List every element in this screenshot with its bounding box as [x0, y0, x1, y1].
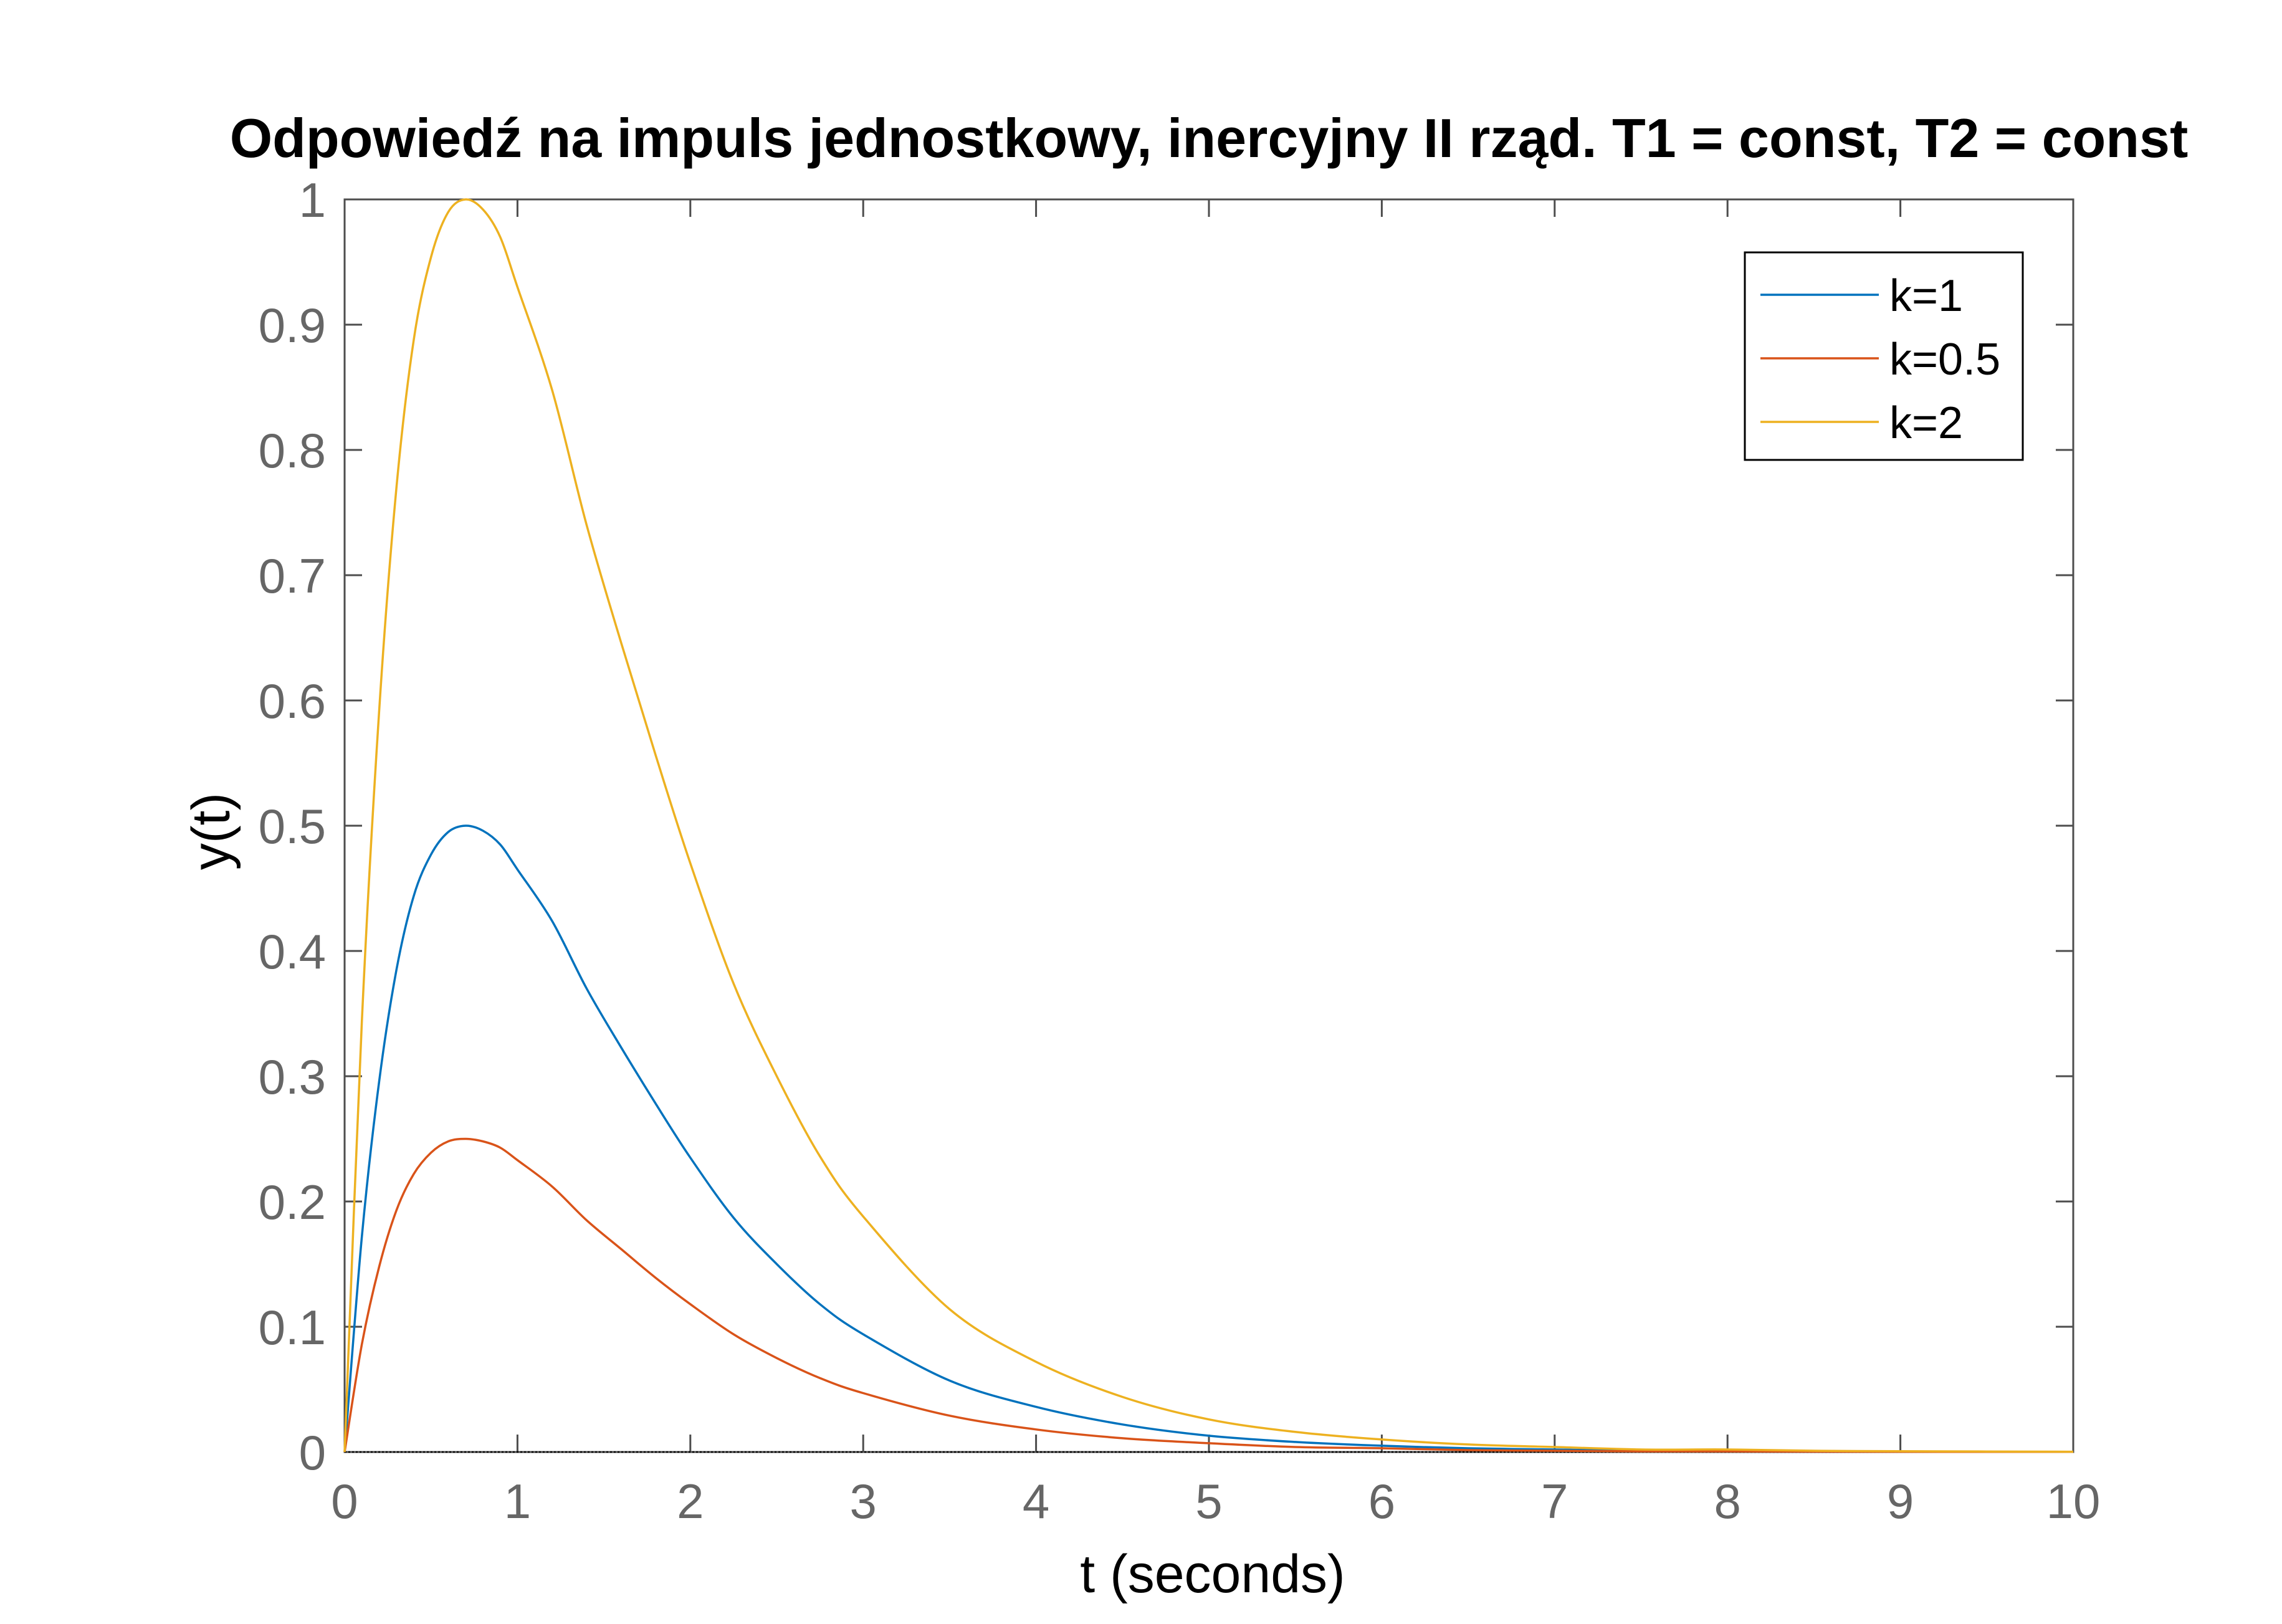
plot-area: 0 1 2 3 4 5 6 7 8 9 10 0 0.1 0.2 0.3 0.4 0.5 0.6 0.7 0.8 0.9… — [259, 173, 2101, 1529]
y-tick-label: 0 — [299, 1425, 326, 1480]
x-tick-label: 6 — [1368, 1474, 1395, 1529]
y-tick-label: 1 — [299, 173, 326, 227]
legend-label: k=0.5 — [1889, 335, 2000, 385]
y-tick-label: 0.2 — [259, 1175, 326, 1230]
legend: k=1 k=0.5 k=2 — [1744, 251, 2024, 461]
y-tick-label: 0.6 — [259, 674, 326, 728]
x-tick-label: 9 — [1887, 1474, 1914, 1529]
y-tick-label: 0.9 — [259, 298, 326, 353]
x-tick-label: 1 — [504, 1474, 531, 1529]
legend-label: k=1 — [1889, 271, 1963, 321]
x-tick-label: 0 — [331, 1474, 358, 1529]
legend-box — [1744, 251, 2024, 461]
x-tick-label: 4 — [1023, 1474, 1049, 1529]
y-tick-label: 0.5 — [259, 799, 326, 854]
x-tick-label: 3 — [850, 1474, 877, 1529]
y-tick-label: 0.7 — [259, 548, 326, 603]
y-tick-label: 0.3 — [259, 1049, 326, 1104]
y-axis-label: y(t) — [181, 793, 241, 870]
x-tick-label: 2 — [677, 1474, 704, 1529]
x-tick-label: 10 — [2046, 1474, 2101, 1529]
series-line-k-2 — [343, 198, 2074, 1453]
x-tick-label: 5 — [1195, 1474, 1222, 1529]
chart-title: Odpowiedź na impuls jednostkowy, inercyj… — [230, 107, 2189, 169]
series-line-k-0-5 — [343, 1137, 2073, 1453]
y-tick-label: 0.8 — [259, 423, 326, 478]
y-tick-label: 0.1 — [259, 1300, 326, 1355]
legend-label: k=2 — [1889, 398, 1963, 448]
y-tick-label: 0.4 — [259, 924, 326, 979]
x-axis-label: t (seconds) — [1080, 1544, 1345, 1604]
x-tick-label: 7 — [1541, 1474, 1568, 1529]
x-tick-label: 8 — [1714, 1474, 1741, 1529]
